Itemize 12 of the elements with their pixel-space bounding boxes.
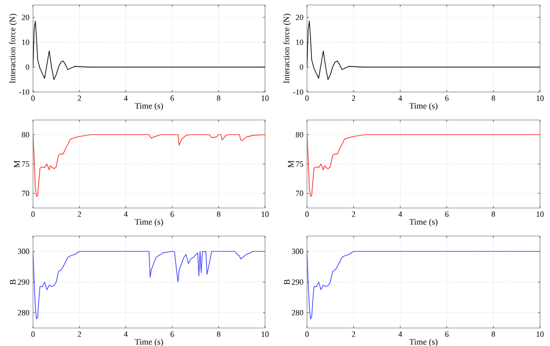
x-axis-title: Time (s) bbox=[409, 218, 438, 226]
y-axis-title: M bbox=[288, 160, 294, 168]
x-axis-title: Time (s) bbox=[409, 102, 438, 110]
x-axis-title: Time (s) bbox=[134, 218, 163, 226]
y-axis-title: M bbox=[14, 160, 20, 168]
x-axis-title: Time (s) bbox=[134, 102, 163, 110]
x-axis-title: Time (s) bbox=[134, 338, 163, 346]
y-axis-title: B bbox=[10, 280, 16, 285]
x-axis-title: Time (s) bbox=[409, 338, 438, 346]
y-axis-title: Interaction force (N) bbox=[9, 14, 18, 84]
y-axis-title: B bbox=[284, 280, 290, 285]
y-axis-title: Interaction force (N) bbox=[283, 14, 292, 84]
